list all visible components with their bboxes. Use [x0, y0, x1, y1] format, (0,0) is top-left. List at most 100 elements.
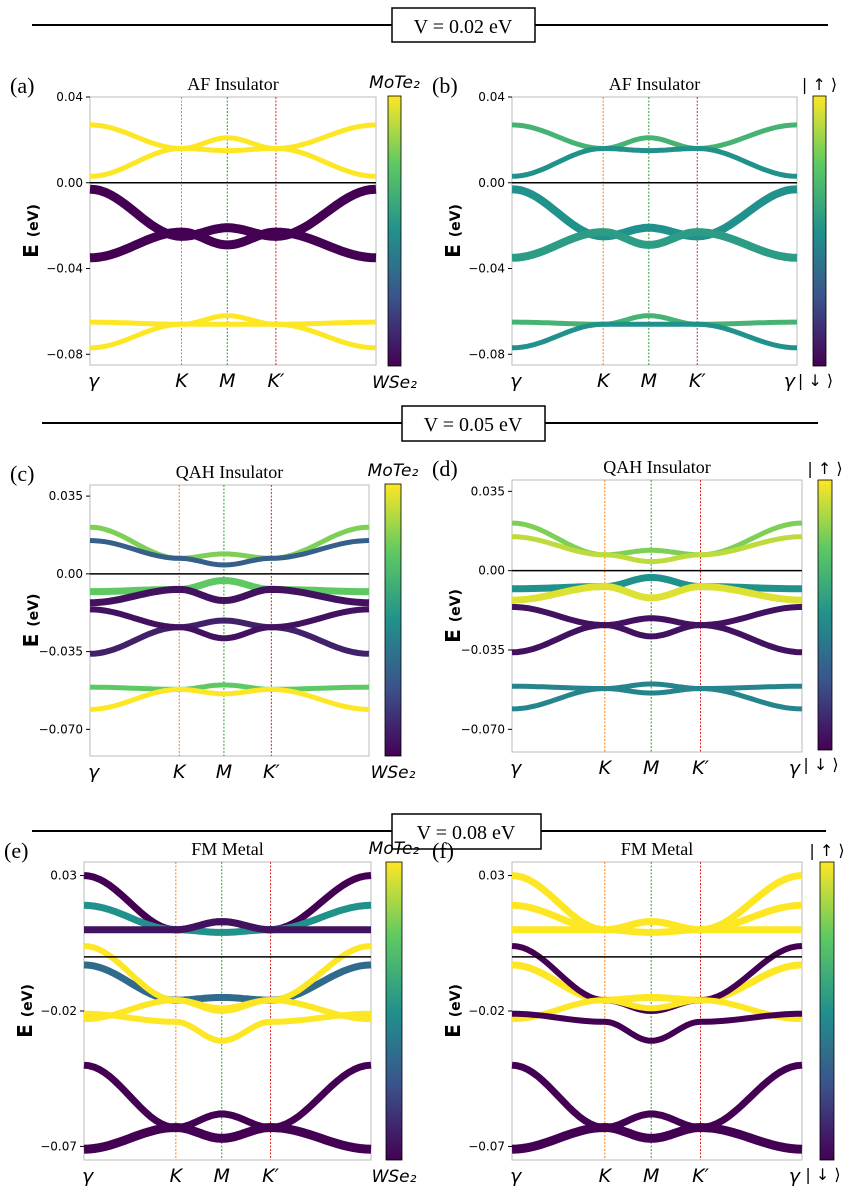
- band-band8: [511, 1061, 803, 1131]
- band-band3: [89, 184, 377, 241]
- x-tick-label: K: [170, 1165, 184, 1187]
- band-band9: [511, 1123, 803, 1154]
- y-tick-label: −0.070: [461, 722, 505, 736]
- section-header-3: V = 0.08 eV: [32, 813, 826, 850]
- band-band6: [511, 603, 803, 640]
- band-band3: [84, 918, 371, 934]
- y-axis-label: E (eV): [441, 589, 465, 643]
- colorbar-bottom-label: WSe₂: [372, 1167, 417, 1187]
- x-tick-label: γ: [510, 370, 523, 392]
- y-tick-label: 0.00: [478, 564, 505, 578]
- y-tick-label: 0.035: [49, 489, 83, 503]
- y-axis-label: E (eV): [441, 984, 465, 1038]
- y-tick-label: 0.00: [56, 176, 83, 190]
- section-label: V = 0.02 eV: [414, 16, 513, 38]
- band-band7: [83, 1010, 372, 1044]
- colorbar-gradient: [812, 95, 827, 367]
- y-axis-label: E (eV): [19, 594, 43, 648]
- x-tick-label: K: [175, 370, 189, 392]
- y-tick-label: 0.03: [50, 869, 77, 883]
- band-band3: [511, 185, 798, 241]
- colorbar-bottom-label: | ↓ ⟩: [805, 1165, 840, 1184]
- y-tick-label: 0.04: [56, 90, 83, 104]
- colorbar-bottom-label: | ↓ ⟩: [803, 755, 838, 774]
- y-tick-label: −0.04: [468, 262, 505, 276]
- band-band4: [89, 585, 370, 607]
- plot-title: AF Insulator: [187, 74, 279, 94]
- colorbar-gradient: [817, 479, 833, 751]
- band-band1: [89, 122, 377, 151]
- plot-title: QAH Insulator: [603, 457, 710, 477]
- band-band8: [511, 686, 803, 712]
- y-tick-label: −0.070: [39, 722, 83, 736]
- x-tick-label: K: [597, 370, 611, 392]
- x-tick-label: γ: [510, 757, 523, 779]
- x-tick-label: γ: [789, 757, 802, 779]
- band-band1: [89, 524, 370, 561]
- band-band8: [89, 686, 370, 712]
- panel-e: (e) FM Metal 0.03 −0.02 −0.07 E (eV) γ K M K′ MoTe…: [4, 838, 419, 1187]
- x-tick-label: K′: [263, 761, 280, 783]
- x-tick-label: γ: [88, 761, 101, 783]
- y-axis-label: E (eV): [19, 204, 43, 258]
- y-tick-label: −0.02: [468, 1004, 505, 1018]
- colorbar-gradient: [384, 483, 402, 757]
- panel-label: (a): [10, 73, 34, 98]
- x-tick-label: K′: [268, 370, 285, 392]
- panel-label: (d): [432, 456, 458, 481]
- x-tick-label: M: [216, 761, 232, 783]
- y-tick-label: −0.035: [461, 643, 505, 657]
- band-band6: [511, 997, 803, 1023]
- colorbar: | ↑ ⟩ | ↓ ⟩: [805, 841, 844, 1184]
- colorbar-top-label: | ↑ ⟩: [807, 459, 842, 478]
- colorbar: MoTe₂ WSe₂: [368, 461, 419, 783]
- panel-d: (d) QAH Insulator 0.035 0.00 −0.035 −0.070 E (…: [432, 456, 843, 779]
- x-tick-label: γ: [82, 1165, 95, 1187]
- colorbar-top-label: MoTe₂: [369, 839, 420, 859]
- x-tick-label: γ: [88, 370, 101, 392]
- plot-title: FM Metal: [191, 839, 264, 859]
- y-tick-label: −0.02: [40, 1004, 77, 1018]
- colorbar: MoTe₂ WSe₂: [369, 839, 420, 1187]
- panel-label: (b): [432, 73, 458, 98]
- colorbar-bottom-label: WSe₂: [371, 763, 416, 783]
- plot-title: FM Metal: [621, 839, 694, 859]
- x-tick-label: K: [599, 1165, 613, 1187]
- colorbar-gradient: [819, 861, 835, 1161]
- band-band4: [511, 961, 803, 1004]
- section-label: V = 0.08 eV: [417, 822, 516, 844]
- colorbar-gradient: [387, 95, 402, 367]
- band-band2: [511, 146, 798, 179]
- band-band5: [90, 313, 376, 327]
- y-tick-label: 0.035: [471, 484, 505, 498]
- colorbar-bottom-label: | ↓ ⟩: [798, 371, 833, 390]
- band-band3: [512, 918, 802, 934]
- plot-title: AF Insulator: [609, 74, 701, 94]
- band-band2: [89, 538, 370, 568]
- y-axis-label: E (eV): [13, 984, 37, 1038]
- band-band5: [511, 615, 803, 656]
- colorbar: | ↑ ⟩ | ↓ ⟩: [798, 75, 837, 390]
- band-band8: [83, 1061, 372, 1131]
- x-tick-label: M: [219, 370, 235, 392]
- x-tick-label: K: [173, 761, 187, 783]
- x-tick-label: M: [643, 1165, 659, 1187]
- plot-title: QAH Insulator: [176, 462, 283, 482]
- x-tick-label: M: [643, 757, 659, 779]
- band-band6: [89, 321, 377, 351]
- band-band4: [511, 228, 798, 262]
- y-tick-label: −0.07: [40, 1139, 77, 1153]
- band-band4: [511, 583, 803, 604]
- x-tick-label: K′: [692, 1165, 709, 1187]
- x-tick-label: M: [214, 1165, 230, 1187]
- band-band4: [83, 961, 372, 1004]
- colorbar: MoTe₂ WSe₂: [369, 73, 420, 393]
- panel-a: (a) AF Insulator 0.04 0.00 −0.04 −0.08 E (eV) γ…: [10, 73, 420, 393]
- colorbar-top-label: MoTe₂: [369, 73, 420, 93]
- section-header-2: V = 0.05 eV: [42, 405, 818, 442]
- band-band9: [83, 1123, 372, 1154]
- band-band6: [89, 606, 370, 642]
- x-tick-label: γ: [789, 1165, 802, 1187]
